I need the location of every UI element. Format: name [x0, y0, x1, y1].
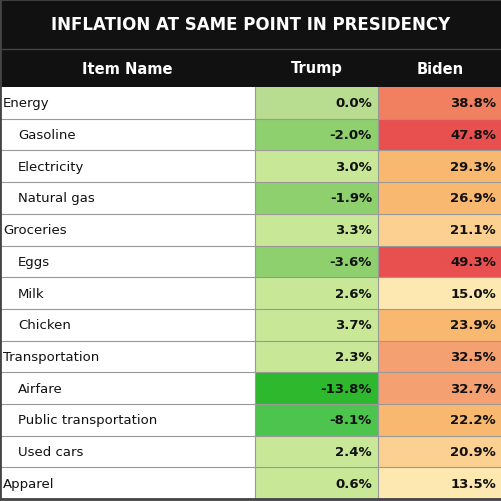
Text: 29.3%: 29.3%	[449, 160, 495, 173]
Bar	[255, 341, 377, 373]
Text: 3.3%: 3.3%	[335, 224, 371, 236]
Bar	[0, 214, 255, 246]
Bar	[255, 436, 377, 467]
Bar	[0, 404, 255, 436]
Bar	[0, 246, 255, 278]
Bar	[255, 88, 377, 119]
Text: 3.0%: 3.0%	[335, 160, 371, 173]
Bar	[377, 404, 501, 436]
Text: 47.8%: 47.8%	[449, 129, 495, 142]
Text: Eggs: Eggs	[18, 256, 50, 269]
Bar	[255, 467, 377, 499]
Text: Apparel: Apparel	[3, 477, 55, 490]
Text: 26.9%: 26.9%	[449, 192, 495, 205]
Bar	[0, 373, 255, 404]
Bar	[0, 88, 255, 119]
Text: 49.3%: 49.3%	[449, 256, 495, 269]
Text: -1.9%: -1.9%	[329, 192, 371, 205]
Bar	[0, 50, 501, 88]
Bar	[0, 151, 255, 183]
Text: 0.6%: 0.6%	[335, 477, 371, 490]
Text: 38.8%: 38.8%	[449, 97, 495, 110]
Text: 2.6%: 2.6%	[335, 287, 371, 300]
Text: Biden: Biden	[416, 62, 462, 76]
Text: Chicken: Chicken	[18, 319, 71, 332]
Bar	[377, 467, 501, 499]
Text: 2.3%: 2.3%	[335, 350, 371, 363]
Bar	[255, 214, 377, 246]
Text: 15.0%: 15.0%	[449, 287, 495, 300]
Bar	[255, 278, 377, 309]
Bar	[255, 309, 377, 341]
Text: Trump: Trump	[290, 62, 342, 76]
Bar	[0, 436, 255, 467]
Bar	[255, 119, 377, 151]
Text: 3.7%: 3.7%	[335, 319, 371, 332]
Bar	[0, 309, 255, 341]
Text: -8.1%: -8.1%	[329, 413, 371, 426]
Text: 21.1%: 21.1%	[449, 224, 495, 236]
Text: 2.4%: 2.4%	[335, 445, 371, 458]
Bar	[0, 341, 255, 373]
Bar	[377, 341, 501, 373]
Text: Item Name: Item Name	[82, 62, 172, 76]
Bar	[255, 151, 377, 183]
Bar	[377, 246, 501, 278]
Text: Natural gas: Natural gas	[18, 192, 95, 205]
Text: Milk: Milk	[18, 287, 45, 300]
Text: Energy: Energy	[3, 97, 50, 110]
Bar	[255, 183, 377, 214]
Bar	[377, 214, 501, 246]
Bar	[255, 404, 377, 436]
Text: 32.5%: 32.5%	[449, 350, 495, 363]
Text: Electricity: Electricity	[18, 160, 84, 173]
Bar	[377, 183, 501, 214]
Text: 32.7%: 32.7%	[449, 382, 495, 395]
Text: 0.0%: 0.0%	[335, 97, 371, 110]
Text: Gasoline: Gasoline	[18, 129, 76, 142]
Text: Airfare: Airfare	[18, 382, 63, 395]
Text: Groceries: Groceries	[3, 224, 67, 236]
Bar	[377, 278, 501, 309]
Text: -2.0%: -2.0%	[329, 129, 371, 142]
Bar	[255, 246, 377, 278]
Text: 22.2%: 22.2%	[449, 413, 495, 426]
Bar	[255, 373, 377, 404]
Text: Used cars: Used cars	[18, 445, 83, 458]
Bar	[0, 278, 255, 309]
Text: 13.5%: 13.5%	[449, 477, 495, 490]
Text: 20.9%: 20.9%	[449, 445, 495, 458]
Bar	[0, 467, 255, 499]
Bar	[377, 373, 501, 404]
Bar	[0, 119, 255, 151]
Bar	[377, 119, 501, 151]
Text: -3.6%: -3.6%	[329, 256, 371, 269]
Bar	[377, 151, 501, 183]
Text: -13.8%: -13.8%	[320, 382, 371, 395]
Bar	[377, 88, 501, 119]
Bar	[377, 436, 501, 467]
Text: Transportation: Transportation	[3, 350, 99, 363]
Bar	[0, 183, 255, 214]
Text: Public transportation: Public transportation	[18, 413, 157, 426]
Bar	[0, 0, 501, 50]
Bar	[377, 309, 501, 341]
Text: 23.9%: 23.9%	[449, 319, 495, 332]
Text: INFLATION AT SAME POINT IN PRESIDENCY: INFLATION AT SAME POINT IN PRESIDENCY	[51, 16, 450, 34]
